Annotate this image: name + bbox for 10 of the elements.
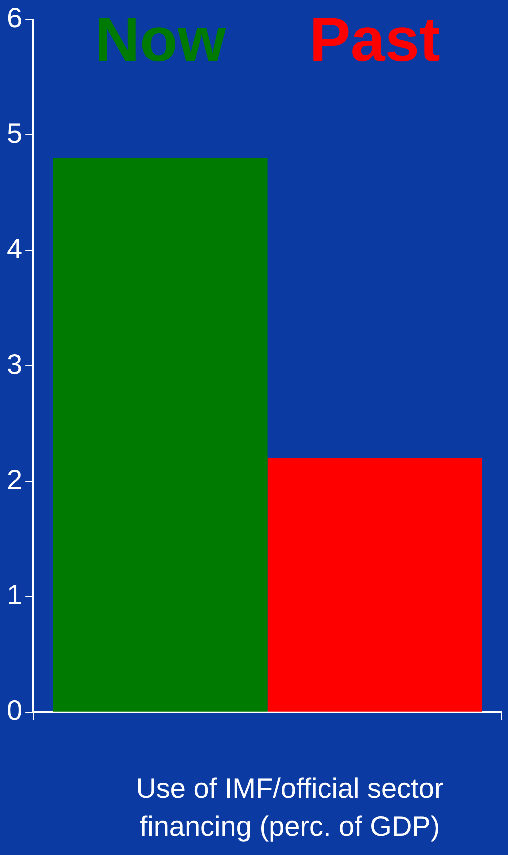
series-label: Now	[95, 6, 227, 75]
y-tick-label: 3	[6, 348, 23, 380]
y-tick-label: 2	[6, 464, 23, 496]
text: Past	[309, 6, 440, 75]
x-axis-title: Use of IMF/official sector financing (perc. of GDP)	[135, 772, 445, 844]
y-tick-label: 4	[6, 233, 23, 264]
y-tick-label: 6	[6, 2, 23, 34]
y-tick-label: 0	[6, 695, 23, 726]
y-tick-label: 1	[6, 580, 23, 611]
y-tick-label: 5	[6, 118, 23, 149]
